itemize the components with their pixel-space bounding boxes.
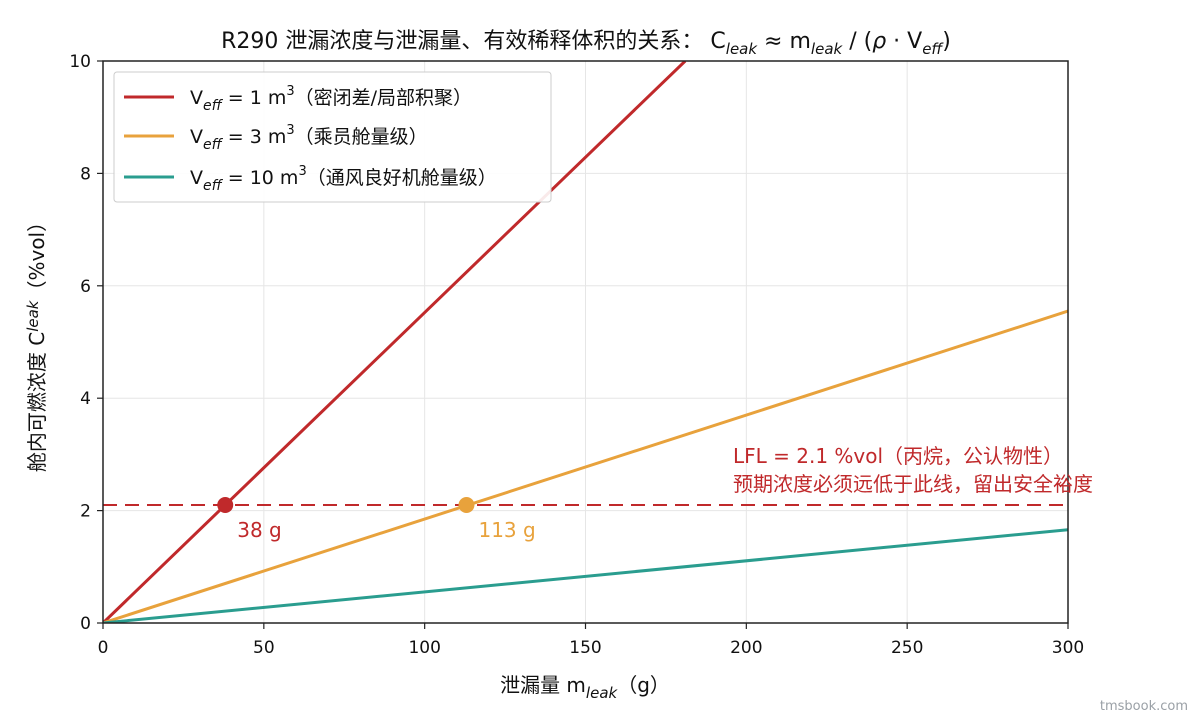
legend: Veff = 1 m3（密闭差/局部积聚） Veff = 3 m3（乘员舱量级）… [113, 71, 552, 203]
lfl-annotation-line2: 预期浓度必须远低于此线，留出安全裕度 [733, 472, 1093, 496]
x-tick-label-4: 200 [730, 638, 762, 658]
y-tick-label-5: 10 [69, 52, 91, 72]
x-tick-label-2: 100 [408, 638, 440, 658]
y-tick-label-4: 8 [80, 164, 91, 184]
watermark: tmsbook.com [1100, 699, 1188, 714]
x-axis-label: 泄漏量 mleak（g） [500, 673, 670, 702]
lfl-annotation-line1: LFL = 2.1 %vol（丙烷，公认物性） [733, 444, 1063, 468]
series-line-v1 [103, 61, 687, 623]
lfl-intersection-label-0: 38 g [237, 518, 282, 542]
markers-group: 38 g 113 g [217, 496, 536, 542]
x-tick-label-1: 50 [253, 638, 275, 658]
series-group [103, 61, 1068, 623]
y-axis-label: 舱内可燃浓度 Cleak（%vol） [24, 212, 49, 472]
legend-entry-v10: Veff = 10 m3（通风良好机舱量级） [190, 164, 497, 194]
legend-entry-v3: Veff = 3 m3（乘员舱量级） [190, 123, 428, 153]
y-tick-label-3: 6 [80, 277, 91, 297]
ticks: 0 50 100 150 200 250 300 0 2 4 6 8 10 [69, 52, 1084, 658]
legend-entry-v1: Veff = 1 m3（密闭差/局部积聚） [190, 84, 472, 114]
y-tick-label-0: 0 [80, 614, 91, 634]
lfl-intersection-label-1: 113 g [478, 518, 535, 542]
series-line-v10 [103, 528, 1068, 623]
lfl-intersection-marker-0 [217, 496, 234, 513]
x-tick-label-5: 250 [891, 638, 923, 658]
series-line-v3 [103, 309, 1068, 623]
legend-box [113, 71, 552, 203]
x-tick-label-6: 300 [1052, 638, 1084, 658]
x-tick-label-0: 0 [98, 638, 109, 658]
y-tick-label-1: 2 [80, 502, 91, 522]
x-tick-label-3: 150 [569, 638, 601, 658]
y-tick-label-2: 4 [80, 389, 91, 409]
lfl-intersection-marker-1 [458, 496, 475, 513]
chart-title: R290 泄漏浓度与泄漏量、有效稀释体积的关系： Cleak ≈ mleak /… [221, 29, 951, 58]
